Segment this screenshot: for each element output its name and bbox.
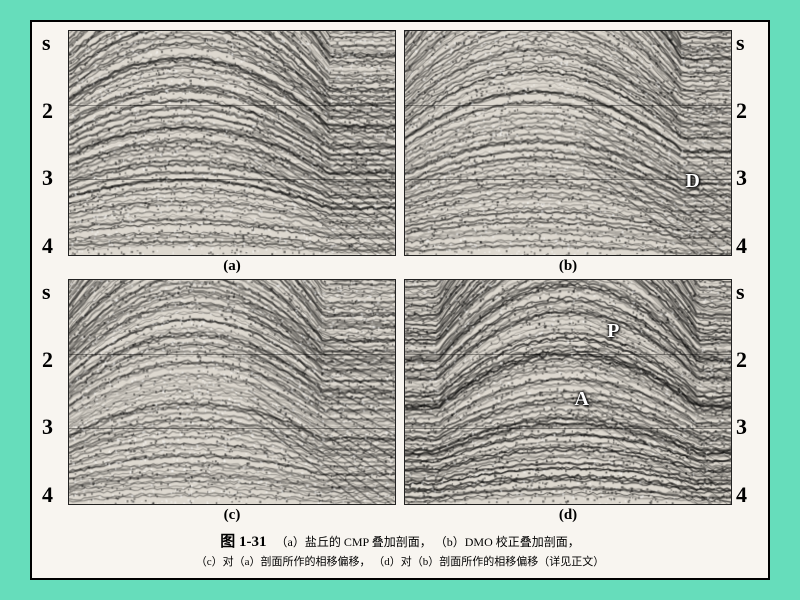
panel-b-wrap: D (b) xyxy=(400,30,736,275)
seismic-canvas-a xyxy=(69,31,395,255)
seismic-canvas-d xyxy=(405,280,731,504)
axis-tick: 2 xyxy=(42,349,64,371)
axis-tick: 4 xyxy=(42,235,64,257)
panel-d-wrap: P A (d) xyxy=(400,279,736,524)
axis-tick: 3 xyxy=(736,416,758,438)
axis-tick: 3 xyxy=(42,167,64,189)
panel-b: D xyxy=(404,30,732,256)
y-axis-left-bottom: s 2 3 4 xyxy=(42,279,64,524)
axis-tick: 4 xyxy=(42,484,64,506)
panel-grid: s 2 3 4 (a) D (b) s xyxy=(42,30,758,574)
axis-s: s xyxy=(736,281,758,303)
panel-a xyxy=(68,30,396,256)
caption-b: （b）DMO 校正叠加剖面， xyxy=(435,535,580,549)
figure-frame: s 2 3 4 (a) D (b) s xyxy=(30,20,770,580)
axis-tick: 2 xyxy=(736,349,758,371)
panel-a-wrap: (a) xyxy=(64,30,400,275)
axis-s: s xyxy=(42,281,64,303)
panel-c xyxy=(68,279,396,505)
axis-tick: 3 xyxy=(42,416,64,438)
caption-a: （a）盐丘的 CMP 叠加剖面， xyxy=(276,535,432,549)
axis-tick: 4 xyxy=(736,235,758,257)
panel-a-label: (a) xyxy=(68,256,396,275)
panel-b-label: (b) xyxy=(404,256,732,275)
y-axis-left-top: s 2 3 4 xyxy=(42,30,64,275)
y-axis-right-bottom: s 2 3 4 xyxy=(736,279,758,524)
seismic-canvas-b xyxy=(405,31,731,255)
panel-d: P A xyxy=(404,279,732,505)
panel-d-label: (d) xyxy=(404,505,732,524)
caption-d: （d）对（b）剖面所作的相移偏移（详见正文） xyxy=(373,556,604,568)
caption-c: （c）对（a）剖面所作的相移偏移， xyxy=(196,556,371,568)
axis-tick: 2 xyxy=(42,100,64,122)
figure-number: 图 1-31 xyxy=(220,534,266,550)
axis-s: s xyxy=(736,32,758,54)
axis-tick: 2 xyxy=(736,100,758,122)
axis-tick: 3 xyxy=(736,167,758,189)
axis-s: s xyxy=(42,32,64,54)
y-axis-right-top: s 2 3 4 xyxy=(736,30,758,275)
figure-caption: 图 1-31 （a）盐丘的 CMP 叠加剖面， （b）DMO 校正叠加剖面， （… xyxy=(42,528,758,574)
panel-c-wrap: (c) xyxy=(64,279,400,524)
panel-c-label: (c) xyxy=(68,505,396,524)
axis-tick: 4 xyxy=(736,484,758,506)
seismic-canvas-c xyxy=(69,280,395,504)
